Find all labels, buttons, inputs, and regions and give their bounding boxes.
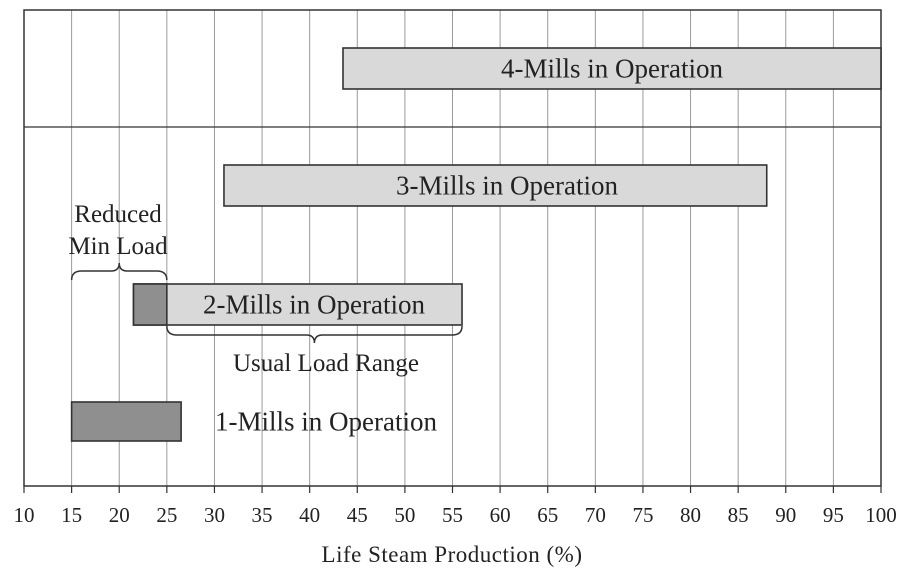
x-tick-label-45: 45 [347, 503, 368, 527]
x-tick-label-35: 35 [252, 503, 273, 527]
annotation-reduced-line-1: Reduced [74, 201, 162, 228]
x-tick-label-70: 70 [585, 503, 606, 527]
bars-group: 4-Mills in Operation 3-Mills in Operation… [70, 47, 882, 442]
x-tick-label-20: 20 [109, 503, 130, 527]
bar-label-4-mills: 4-Mills in Operation [501, 54, 723, 84]
annotation-usual-load-range: Usual Load Range [233, 350, 419, 377]
bar-label-3-mills: 3-Mills in Operation [396, 171, 618, 201]
x-tick-label-60: 60 [490, 503, 511, 527]
x-tick-label-50: 50 [394, 503, 415, 527]
x-tick-label-80: 80 [680, 503, 701, 527]
x-tick-label-90: 90 [775, 503, 796, 527]
brace-usual-load-range [166, 325, 463, 344]
x-tick-label-65: 65 [537, 503, 558, 527]
x-axis-title: Life Steam Production (%) [322, 542, 583, 567]
brace-reduced-min-load [70, 262, 168, 281]
bar-1-mills [70, 401, 182, 442]
x-tick-label-75: 75 [632, 503, 653, 527]
bar-3-mills [223, 164, 768, 207]
x-tick-label-15: 15 [61, 503, 82, 527]
x-tick-label-95: 95 [823, 503, 844, 527]
x-tick-label-100: 100 [865, 503, 897, 527]
x-tick-label-10: 10 [14, 503, 35, 527]
x-tick-label-30: 30 [204, 503, 225, 527]
x-tick-label-55: 55 [442, 503, 463, 527]
bar-label-2-mills: 2-Mills in Operation [203, 290, 425, 320]
bar-4-mills [342, 47, 882, 90]
bar-label-1-mills: 1-Mills in Operation [215, 407, 437, 437]
braces-group: Reduced Min Load Usual Load Range [68, 201, 463, 377]
bar-2-mills [132, 283, 463, 326]
x-tick-label-25: 25 [156, 503, 177, 527]
x-tick-label-40: 40 [299, 503, 320, 527]
x-tick-labels: 10 15 20 25 30 35 40 45 50 55 60 65 70 75 80 85 90 95 100 [14, 486, 897, 527]
annotation-reduced-line-2: Min Load [68, 233, 168, 260]
bar-2-mills-reduced-segment [132, 283, 168, 326]
x-tick-label-85: 85 [728, 503, 749, 527]
